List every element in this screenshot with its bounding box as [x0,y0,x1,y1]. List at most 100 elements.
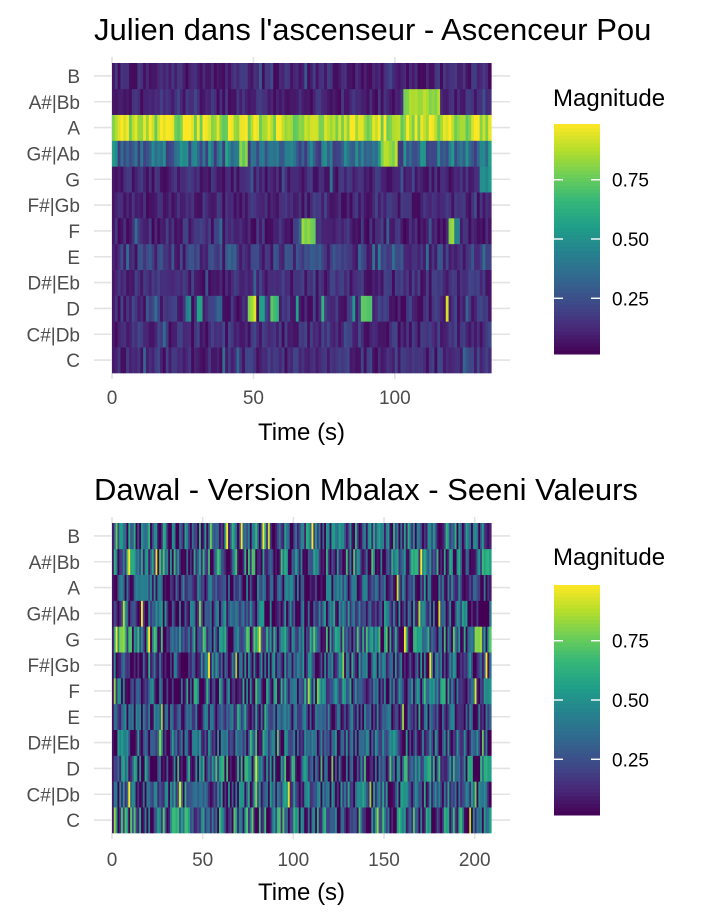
heatmap-tile [216,63,221,90]
heatmap-tile [472,626,476,653]
heatmap-tile [443,729,447,756]
heatmap-tile [338,652,342,679]
heatmap-tile [304,781,307,808]
heatmap-tile [434,548,438,575]
heatmap-tile [315,192,320,219]
heatmap-tile [347,781,351,808]
heatmap-tile [177,703,180,730]
heatmap-tile [220,548,224,575]
heatmap-tile [126,166,130,193]
heatmap-tile [382,807,385,834]
heatmap-tile [134,192,139,219]
heatmap-tile [440,269,444,296]
heatmap-tile [211,574,215,601]
heatmap-tile [449,807,452,834]
heatmap-tile [482,114,486,141]
heatmap-tile [371,548,374,575]
heatmap-tile [313,548,316,575]
heatmap-tile [402,781,405,808]
heatmap-tile [115,523,119,550]
heatmap-tile [284,548,287,575]
heatmap-tile [480,523,483,550]
heatmap-tile [278,574,282,601]
heatmap-tile [356,807,360,834]
heatmap-tile [355,88,359,115]
heatmap-tile [180,729,184,756]
heatmap-tile [119,807,122,834]
heatmap-tile [269,781,273,808]
heatmap-tile [215,523,218,550]
heatmap-tile [160,548,164,575]
heatmap-tile [154,347,158,374]
heatmap-tile [260,523,264,550]
heatmap-tile [205,218,209,245]
heatmap-tile [124,548,128,575]
heatmap-tile [351,729,354,756]
heatmap-tile [191,548,195,575]
heatmap-tile [389,192,393,219]
heatmap-tile [145,218,150,245]
heatmap-tile [112,755,115,782]
heatmap-tile [478,678,481,705]
heatmap-tile [398,703,401,730]
heatmap-tile [389,548,392,575]
heatmap-tile [345,755,349,782]
heatmap-tile [256,88,260,115]
heatmap-tile [485,192,489,219]
heatmap-tile [191,781,195,808]
heatmap-tile [144,678,148,705]
colorbar-step [554,304,600,309]
heatmap-tile [202,140,206,167]
heatmap-tile [418,755,421,782]
heatmap-tile [456,781,459,808]
heatmap-tile [300,807,304,834]
heatmap-tile [273,140,277,167]
heatmap-tile [324,781,327,808]
heatmap-tile [445,114,450,141]
heatmap-tile [316,703,320,730]
heatmap-tile [179,600,182,627]
heatmap-tile [335,678,338,705]
heatmap-tile [392,192,396,219]
heatmap-tile [262,807,265,834]
heatmap-tile [458,600,461,627]
heatmap-tile [255,600,258,627]
heatmap-tile [377,140,382,167]
heatmap-tile [329,626,333,653]
heatmap-tile [273,218,277,245]
heatmap-tile [403,626,407,653]
heatmap-tile [113,600,117,627]
heatmap-tile [365,703,369,730]
heatmap-tile [227,347,232,374]
heatmap-tile [151,523,155,550]
heatmap-tile [307,678,311,705]
heatmap-tile [315,755,318,782]
heatmap-tile [306,548,309,575]
heatmap-tile [485,114,489,141]
heatmap-tile [133,678,137,705]
heatmap-tile [146,781,149,808]
heatmap-tile [467,600,470,627]
heatmap-tile [237,626,240,653]
heatmap-tile [321,269,325,296]
heatmap-tile [437,218,441,245]
colorbar-step [554,661,600,666]
heatmap-tile [202,347,206,374]
heatmap-tile [349,523,352,550]
heatmap-tile [238,574,242,601]
colorbar-step [554,792,600,797]
heatmap-tile [304,652,307,679]
heatmap-tile [434,755,438,782]
heatmap-tile [197,678,200,705]
heatmap-tile [459,321,464,348]
heatmap-tile [200,678,204,705]
heatmap-tile [189,678,193,705]
heatmap-tile [343,114,348,141]
colorbar-step [554,127,600,133]
colorbar-step [554,150,600,156]
heatmap-tile [195,703,198,730]
heatmap-tile [140,321,144,348]
heatmap-tile [128,269,133,296]
heatmap-tile [117,114,122,141]
heatmap-tile [456,574,459,601]
